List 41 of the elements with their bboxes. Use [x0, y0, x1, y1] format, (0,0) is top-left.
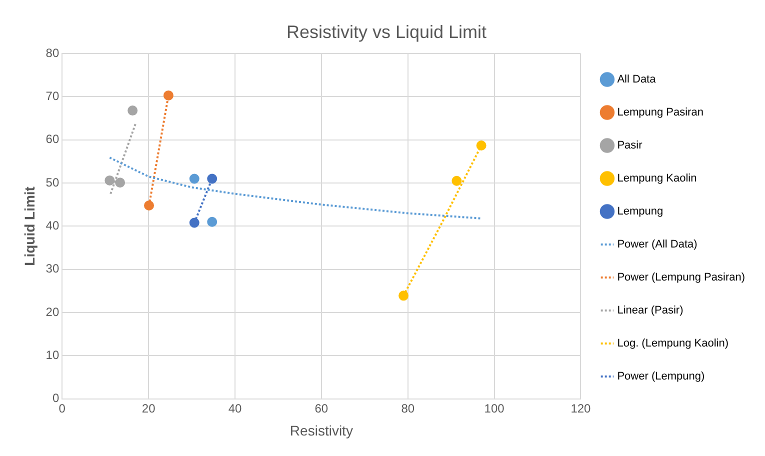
legend-label: All Data	[617, 74, 657, 86]
point	[189, 174, 200, 184]
point	[476, 140, 486, 151]
point	[163, 90, 174, 100]
point	[207, 216, 218, 227]
y-tick-label: 50	[46, 175, 60, 190]
chart-title: Resistivity vs Liquid Limit	[286, 22, 487, 42]
point	[115, 178, 126, 188]
legend-label: Pasir	[617, 140, 643, 152]
y-tick-label: 60	[46, 132, 60, 146]
legend-label: Linear (Pasir)	[617, 304, 684, 317]
y-tick-label: 0	[52, 391, 60, 406]
legend-label: Power (All Data)	[617, 238, 698, 251]
y-tick-label: 20	[46, 304, 60, 319]
x-tick-label: 60	[314, 401, 328, 416]
legend-label: Power (Lempung)	[617, 370, 705, 383]
y-axis-title: Liquid Limit	[21, 186, 38, 266]
y-tick-label: 30	[46, 262, 60, 276]
point	[189, 218, 200, 228]
y-tick-label: 10	[46, 348, 60, 362]
legend-label: Lempung	[617, 206, 664, 218]
legend-label: Lempung Pasiran	[617, 106, 704, 119]
y-tick-label: 40	[46, 218, 60, 233]
point	[104, 175, 115, 186]
line-series	[108, 156, 482, 220]
point	[128, 106, 138, 116]
x-axis-title: Resistivity	[290, 422, 353, 438]
x-tick-label: 80	[401, 401, 415, 416]
x-tick-label: 20	[142, 401, 156, 416]
legend-label: Power (Lempung Pasiran)	[617, 272, 746, 284]
point	[144, 200, 154, 210]
point	[398, 290, 409, 301]
legend-label: Log. (Lempung Kaolin)	[617, 338, 729, 350]
x-tick-label: 40	[228, 401, 242, 416]
point	[207, 174, 218, 184]
x-tick-label: 100	[484, 401, 505, 416]
x-tick-label: 120	[570, 401, 592, 416]
y-tick-label: 70	[46, 89, 60, 104]
point	[452, 176, 462, 186]
y-tick-label: 80	[46, 46, 60, 60]
legend-label: Lempung Kaolin	[617, 172, 697, 185]
